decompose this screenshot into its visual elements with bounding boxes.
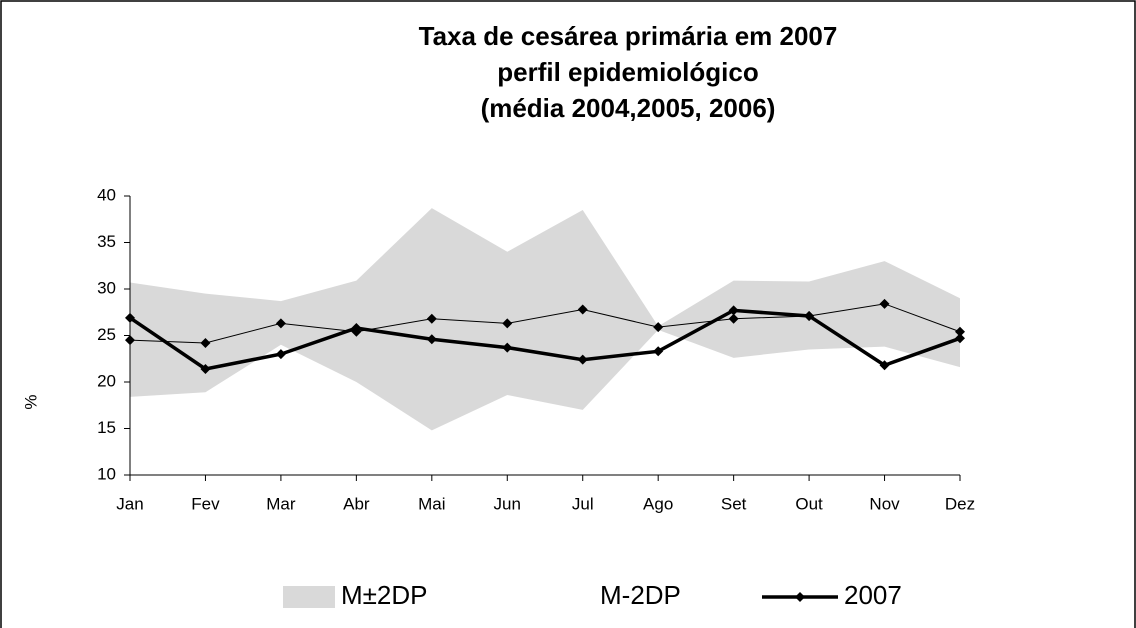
x-tick-label: Out <box>795 494 823 513</box>
marker <box>728 305 739 316</box>
x-tick-label: Mai <box>418 494 445 513</box>
marker <box>879 360 890 371</box>
marker <box>955 333 965 344</box>
marker <box>351 323 362 334</box>
line <box>129 308 961 371</box>
marker <box>125 312 135 323</box>
legend-marker <box>795 592 805 602</box>
marker <box>426 334 437 345</box>
x-tick-label: Ago <box>643 494 673 513</box>
marker <box>426 313 437 324</box>
marker <box>879 298 890 309</box>
marker <box>200 363 211 374</box>
x-tick-label: Dez <box>945 494 975 513</box>
y-tick-label: 40 <box>97 185 116 204</box>
y-tick-label: 10 <box>97 464 116 483</box>
legend-label: 2007 <box>844 580 902 610</box>
y-tick-label: 35 <box>97 232 116 251</box>
legend-swatch <box>542 586 594 608</box>
chart-title: (média 2004,2005, 2006) <box>481 93 776 123</box>
y-axis-label: % <box>21 394 40 409</box>
x-tick-label: Nov <box>869 494 900 513</box>
y-tick-label: 15 <box>97 418 116 437</box>
marker <box>502 342 513 353</box>
marker <box>728 313 739 324</box>
marker <box>653 322 664 333</box>
area <box>130 329 960 475</box>
chart-title: perfil epidemiológico <box>497 57 758 87</box>
marker <box>804 310 815 321</box>
legend-label: M-2DP <box>600 580 681 610</box>
line <box>129 303 961 344</box>
y-tick-label: 30 <box>97 278 116 297</box>
marker <box>200 337 211 348</box>
y-tick-label: 20 <box>97 371 116 390</box>
marker <box>502 318 513 329</box>
x-tick-label: Jan <box>116 494 143 513</box>
marker <box>125 335 135 346</box>
x-tick-label: Mar <box>266 494 296 513</box>
area <box>130 208 960 431</box>
marker <box>577 354 588 365</box>
x-tick-label: Set <box>721 494 747 513</box>
x-tick-label: Abr <box>343 494 370 513</box>
x-tick-label: Jul <box>572 494 594 513</box>
x-tick-label: Jun <box>494 494 521 513</box>
x-tick-label: Fev <box>191 494 220 513</box>
plot-area <box>130 208 960 475</box>
marker <box>955 326 965 337</box>
marker <box>577 304 588 315</box>
legend-label: M±2DP <box>341 580 428 610</box>
marker <box>275 318 286 329</box>
chart-title: Taxa de cesárea primária em 2007 <box>419 21 838 51</box>
legend-swatch <box>283 586 335 608</box>
marker <box>653 346 664 357</box>
y-tick-label: 25 <box>97 325 116 344</box>
marker <box>275 349 286 360</box>
